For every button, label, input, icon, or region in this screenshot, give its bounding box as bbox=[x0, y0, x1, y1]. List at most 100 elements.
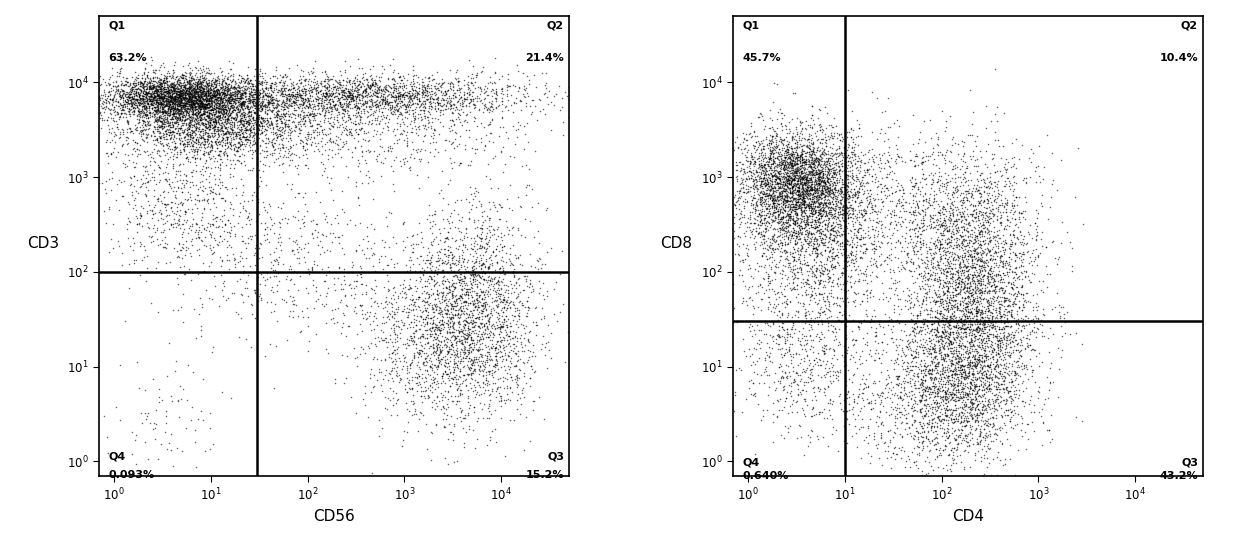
Point bbox=[765, 182, 785, 191]
Point bbox=[935, 394, 955, 403]
Point bbox=[815, 281, 835, 289]
Point bbox=[373, 85, 393, 94]
Point bbox=[139, 84, 159, 93]
Point bbox=[206, 95, 226, 104]
Point bbox=[129, 92, 149, 101]
Point bbox=[475, 358, 495, 367]
Point bbox=[253, 93, 273, 102]
Point bbox=[828, 197, 848, 206]
Point bbox=[806, 392, 826, 400]
Point bbox=[781, 352, 801, 361]
Point bbox=[190, 94, 210, 102]
Point bbox=[901, 316, 921, 325]
Point bbox=[787, 227, 807, 236]
Point bbox=[484, 247, 503, 255]
Point bbox=[286, 240, 306, 248]
Point bbox=[782, 159, 802, 168]
Point bbox=[786, 166, 806, 175]
Point bbox=[150, 131, 170, 140]
Point bbox=[316, 91, 336, 100]
Point bbox=[956, 263, 976, 272]
Point bbox=[889, 404, 909, 412]
Point bbox=[823, 299, 843, 308]
Point bbox=[289, 123, 309, 132]
Point bbox=[994, 298, 1014, 306]
Point bbox=[362, 86, 382, 95]
Point bbox=[433, 110, 453, 118]
Point bbox=[981, 247, 1001, 255]
Point bbox=[760, 124, 780, 133]
Point bbox=[463, 368, 482, 377]
Point bbox=[983, 413, 1003, 422]
Point bbox=[946, 215, 966, 223]
Point bbox=[1003, 401, 1023, 410]
Point bbox=[258, 88, 278, 97]
Point bbox=[831, 196, 851, 204]
Point bbox=[215, 102, 234, 111]
Point bbox=[815, 200, 835, 208]
Point bbox=[749, 138, 769, 147]
Point bbox=[960, 286, 980, 295]
Point bbox=[162, 115, 182, 123]
Point bbox=[951, 351, 971, 359]
Point bbox=[970, 207, 990, 216]
Point bbox=[564, 90, 584, 98]
Point bbox=[802, 272, 822, 280]
Point bbox=[279, 121, 299, 130]
Point bbox=[133, 109, 153, 117]
Point bbox=[945, 241, 965, 249]
Point bbox=[811, 174, 831, 182]
Point bbox=[939, 283, 959, 292]
Point bbox=[806, 170, 826, 179]
Point bbox=[427, 84, 446, 93]
Point bbox=[356, 159, 376, 167]
Point bbox=[857, 340, 877, 349]
Point bbox=[322, 118, 342, 127]
Point bbox=[299, 247, 319, 256]
Point bbox=[779, 215, 799, 224]
Point bbox=[959, 228, 978, 237]
Point bbox=[171, 87, 191, 96]
Point bbox=[792, 160, 812, 169]
Point bbox=[453, 121, 472, 130]
Point bbox=[491, 321, 511, 330]
Point bbox=[787, 187, 807, 195]
Point bbox=[1017, 339, 1037, 348]
Point bbox=[777, 215, 797, 224]
Point bbox=[219, 98, 239, 107]
Point bbox=[445, 284, 465, 293]
Point bbox=[800, 251, 820, 260]
Point bbox=[904, 156, 924, 165]
Point bbox=[776, 183, 796, 192]
Point bbox=[802, 287, 822, 295]
Point bbox=[963, 206, 983, 214]
Point bbox=[754, 160, 774, 169]
Point bbox=[461, 291, 481, 299]
Point bbox=[536, 69, 556, 78]
Point bbox=[983, 348, 1003, 357]
Point bbox=[383, 167, 403, 176]
Point bbox=[755, 180, 775, 189]
Point bbox=[352, 91, 372, 100]
Point bbox=[957, 355, 977, 364]
Point bbox=[800, 190, 820, 199]
Point bbox=[780, 204, 800, 213]
Point bbox=[937, 272, 957, 280]
Point bbox=[904, 248, 924, 256]
Point bbox=[730, 194, 750, 203]
Point bbox=[435, 358, 455, 366]
Point bbox=[830, 308, 849, 317]
Point bbox=[248, 113, 268, 121]
Point bbox=[176, 138, 196, 147]
Point bbox=[424, 333, 444, 341]
Point bbox=[507, 405, 527, 414]
Point bbox=[453, 326, 472, 334]
Point bbox=[471, 202, 491, 210]
Point bbox=[816, 220, 836, 228]
Point bbox=[314, 96, 334, 104]
Point bbox=[858, 170, 878, 179]
Point bbox=[430, 325, 450, 334]
Point bbox=[835, 201, 854, 210]
Point bbox=[517, 297, 537, 306]
Point bbox=[419, 201, 439, 209]
